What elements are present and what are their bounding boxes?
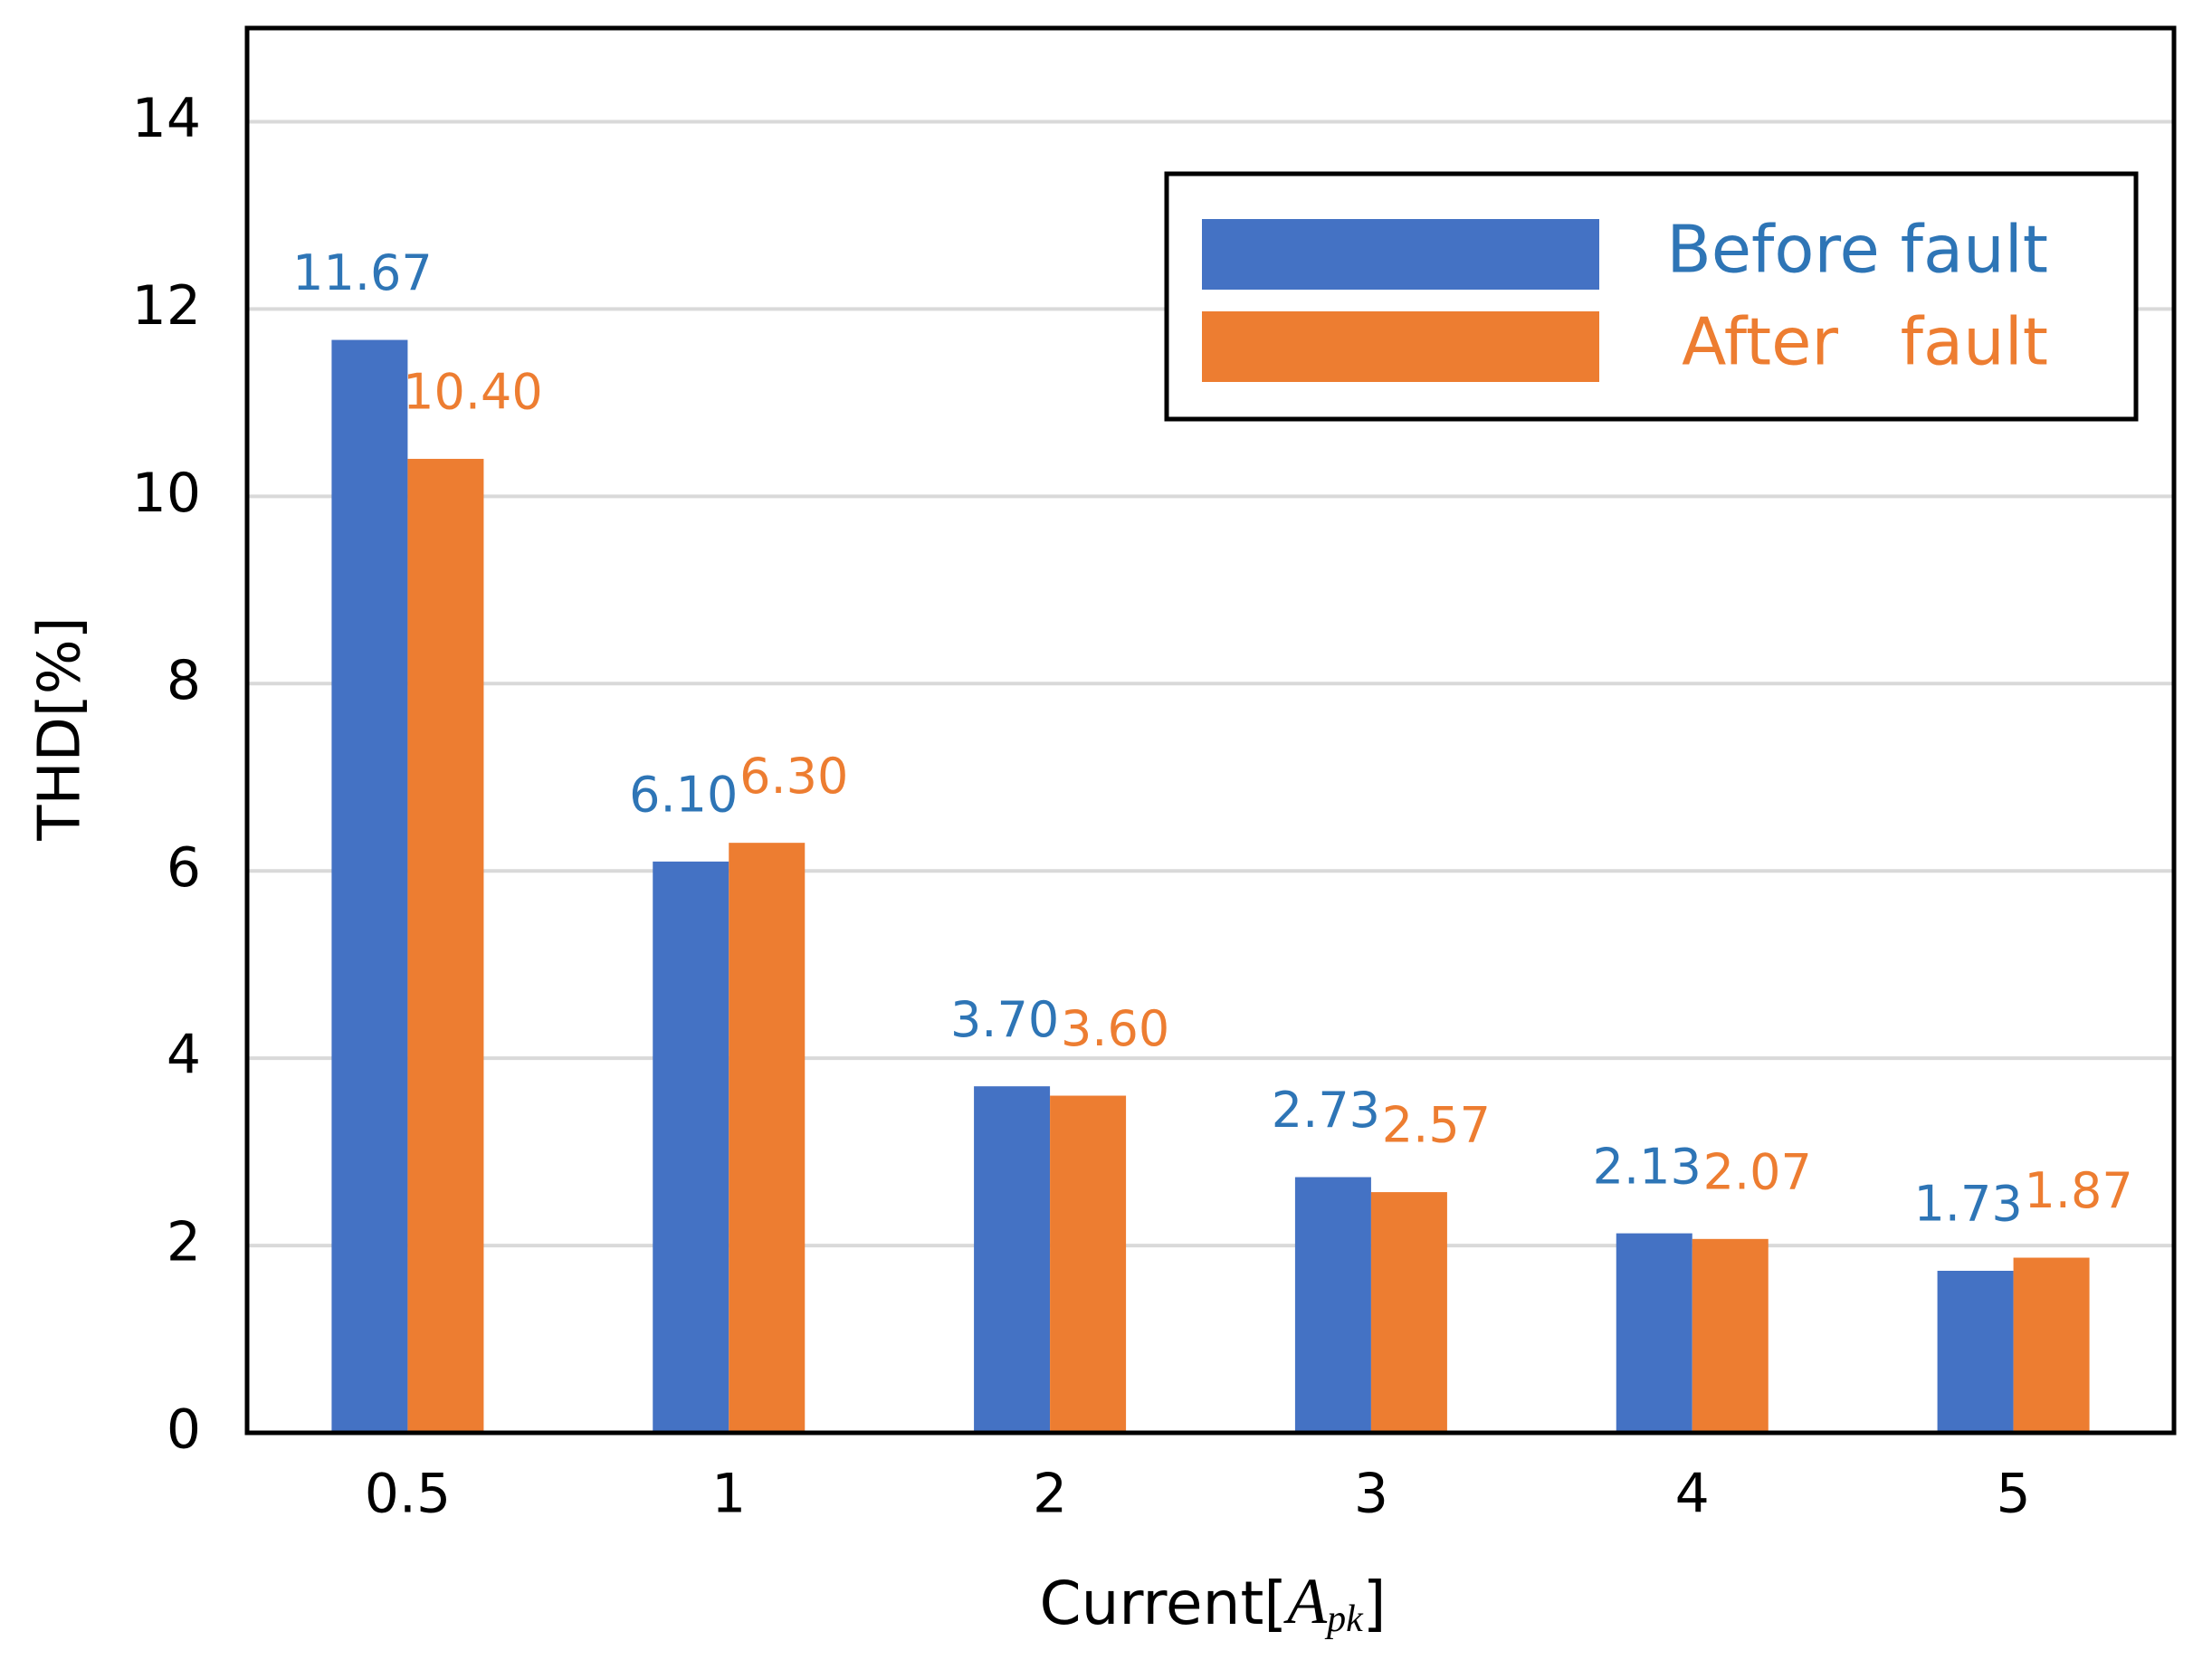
legend-label: Before fault [1666, 212, 2048, 288]
value-label: 6.30 [739, 748, 848, 805]
value-label: 2.73 [1272, 1082, 1380, 1139]
bar [2013, 1257, 2090, 1433]
y-tick-label: 14 [132, 87, 201, 150]
y-tick-label: 12 [132, 274, 201, 338]
legend-swatch [1202, 219, 1599, 290]
y-tick-label: 6 [167, 836, 201, 900]
y-tick-label: 10 [132, 462, 201, 525]
value-label: 2.13 [1593, 1138, 1702, 1195]
x-tick-label: 0.5 [365, 1463, 451, 1526]
x-axis-label-symbol: A [1283, 1565, 1328, 1637]
x-axis-label-subscript: pk [1324, 1598, 1364, 1640]
x-axis-label: Current[Apk] [1039, 1565, 1386, 1640]
y-tick-label: 4 [167, 1024, 201, 1087]
bar [1294, 1177, 1371, 1433]
plot-frame [244, 25, 2177, 1436]
x-axis-label-text: Current[ [1039, 1569, 1287, 1638]
bar [1692, 1238, 1769, 1433]
value-label: 3.70 [950, 991, 1059, 1048]
y-tick-label: 2 [167, 1211, 201, 1274]
bar [1937, 1271, 2014, 1433]
x-tick-label: 5 [1996, 1463, 2030, 1526]
value-label: 1.73 [1913, 1176, 2022, 1233]
bar [1370, 1192, 1447, 1433]
y-axis-label: THD[%] [27, 616, 94, 841]
value-label: 1.87 [2024, 1162, 2132, 1219]
bar [653, 861, 729, 1433]
y-tick-label: 0 [167, 1398, 201, 1462]
value-label: 11.67 [292, 244, 433, 301]
value-label: 6.10 [629, 766, 738, 823]
bar [407, 458, 484, 1433]
bar [729, 843, 806, 1433]
value-label: 2.07 [1703, 1143, 1812, 1200]
legend-label: After fault [1682, 304, 2048, 380]
value-label: 10.40 [403, 364, 543, 421]
y-tick-label: 8 [167, 649, 201, 712]
value-label: 2.57 [1382, 1097, 1491, 1154]
x-axis-label-close: ] [1363, 1569, 1387, 1638]
bar [1050, 1095, 1127, 1433]
legend-swatch [1202, 311, 1599, 382]
x-tick-label: 3 [1354, 1463, 1388, 1526]
value-label: 3.60 [1061, 1000, 1169, 1057]
x-tick-label: 4 [1675, 1463, 1710, 1526]
bar [331, 339, 408, 1434]
bar [974, 1086, 1051, 1433]
x-tick-label: 2 [1033, 1463, 1067, 1526]
bar [1616, 1233, 1692, 1433]
x-tick-label: 1 [711, 1463, 746, 1526]
